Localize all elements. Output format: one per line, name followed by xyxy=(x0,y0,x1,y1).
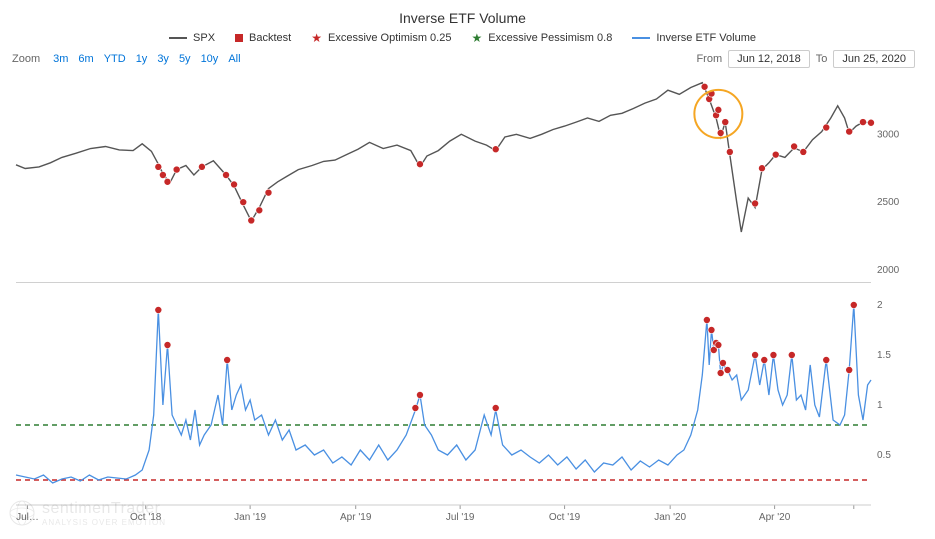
backtest-marker xyxy=(772,151,779,158)
legend-star-icon: ★ xyxy=(311,32,322,44)
from-label: From xyxy=(696,53,722,65)
backtest-marker xyxy=(758,165,765,172)
svg-text:Oct '18: Oct '18 xyxy=(130,512,162,523)
svg-text:1.5: 1.5 xyxy=(877,350,891,361)
backtest-marker xyxy=(868,119,875,126)
backtest-marker xyxy=(164,342,171,349)
backtest-marker xyxy=(791,143,798,150)
zoom-button-5y[interactable]: 5y xyxy=(174,51,196,67)
backtest-marker xyxy=(859,119,866,126)
backtest-marker xyxy=(701,83,708,90)
backtest-marker xyxy=(224,357,231,364)
zoom-label: Zoom xyxy=(12,53,40,65)
backtest-marker xyxy=(800,148,807,155)
svg-text:1: 1 xyxy=(877,400,883,411)
backtest-marker xyxy=(761,357,768,364)
legend-line-icon xyxy=(169,37,187,39)
backtest-marker xyxy=(715,342,722,349)
inv-etf-line xyxy=(16,305,871,483)
backtest-marker xyxy=(850,302,857,309)
backtest-marker xyxy=(719,360,726,367)
chart-container: Inverse ETF Volume SPX Backtest ★ Excess… xyxy=(0,0,935,539)
legend-line-icon xyxy=(632,37,650,39)
backtest-marker xyxy=(703,317,710,324)
date-from-input[interactable]: Jun 12, 2018 xyxy=(728,50,810,68)
backtest-marker xyxy=(846,128,853,135)
legend-backtest: Backtest xyxy=(235,32,291,44)
backtest-marker xyxy=(159,172,166,179)
legend-label: Excessive Pessimism 0.8 xyxy=(488,32,612,44)
zoom-button-10y[interactable]: 10y xyxy=(196,51,224,67)
zoom-button-6m[interactable]: 6m xyxy=(73,51,98,67)
svg-text:Jul '19: Jul '19 xyxy=(446,512,475,523)
svg-text:Oct '19: Oct '19 xyxy=(549,512,581,523)
legend-pessimism: ★ Excessive Pessimism 0.8 xyxy=(471,32,612,44)
legend-label: SPX xyxy=(193,32,215,44)
backtest-marker xyxy=(770,352,777,359)
backtest-marker xyxy=(492,146,499,153)
backtest-marker xyxy=(724,367,731,374)
backtest-marker xyxy=(722,119,729,126)
legend-label: Backtest xyxy=(249,32,291,44)
legend-star-icon: ★ xyxy=(471,32,482,44)
svg-text:2500: 2500 xyxy=(877,197,900,208)
zoom-button-3y[interactable]: 3y xyxy=(152,51,174,67)
backtest-marker xyxy=(240,199,247,206)
backtest-marker xyxy=(155,307,162,314)
svg-text:Apr '20: Apr '20 xyxy=(759,512,791,523)
legend-invvol: Inverse ETF Volume xyxy=(632,32,756,44)
to-label: To xyxy=(816,53,828,65)
backtest-marker xyxy=(173,166,180,173)
legend-label: Excessive Optimism 0.25 xyxy=(328,32,451,44)
legend: SPX Backtest ★ Excessive Optimism 0.25 ★… xyxy=(10,32,915,44)
zoom-button-3m[interactable]: 3m xyxy=(48,51,73,67)
backtest-marker xyxy=(265,189,272,196)
backtest-marker xyxy=(726,148,733,155)
date-to-input[interactable]: Jun 25, 2020 xyxy=(833,50,915,68)
backtest-marker xyxy=(416,392,423,399)
backtest-marker xyxy=(752,352,759,359)
backtest-marker xyxy=(717,370,724,377)
backtest-marker xyxy=(717,129,724,136)
backtest-marker xyxy=(846,367,853,374)
zoom-button-1y[interactable]: 1y xyxy=(131,51,153,67)
backtest-marker xyxy=(164,178,171,185)
svg-text:Jan '20: Jan '20 xyxy=(654,512,686,523)
backtest-marker xyxy=(823,357,830,364)
svg-text:0.5: 0.5 xyxy=(877,450,891,461)
backtest-marker xyxy=(715,106,722,113)
zoom-button-ytd[interactable]: YTD xyxy=(99,51,131,67)
svg-text:2000: 2000 xyxy=(877,265,900,276)
backtest-marker xyxy=(155,163,162,170)
legend-label: Inverse ETF Volume xyxy=(656,32,756,44)
backtest-marker xyxy=(492,405,499,412)
svg-text:3000: 3000 xyxy=(877,129,900,140)
svg-text:Jan '19: Jan '19 xyxy=(234,512,266,523)
backtest-marker xyxy=(223,172,230,179)
backtest-marker xyxy=(231,181,238,188)
backtest-marker xyxy=(416,161,423,168)
svg-text:Jul…: Jul… xyxy=(16,512,39,523)
legend-optimism: ★ Excessive Optimism 0.25 xyxy=(311,32,451,44)
controls-row: Zoom 3m6mYTD1y3y5y10yAll From Jun 12, 20… xyxy=(12,50,915,68)
backtest-marker xyxy=(412,405,419,412)
spx-line xyxy=(16,83,871,232)
backtest-marker xyxy=(198,163,205,170)
backtest-marker xyxy=(708,327,715,334)
backtest-marker xyxy=(248,217,255,224)
backtest-marker xyxy=(823,124,830,131)
svg-text:Apr '19: Apr '19 xyxy=(340,512,372,523)
backtest-marker xyxy=(788,352,795,359)
legend-spx: SPX xyxy=(169,32,215,44)
legend-square-icon xyxy=(235,34,243,42)
backtest-marker xyxy=(752,200,759,207)
backtest-marker xyxy=(256,207,263,214)
chart-title: Inverse ETF Volume xyxy=(10,10,915,26)
chart-plot-area: 2000 2500 3000 0.5 1 1.5 2 Jul… Oct '18 Jan '19 Ap… xyxy=(10,72,915,524)
svg-text:2: 2 xyxy=(877,300,883,311)
zoom-button-all[interactable]: All xyxy=(223,51,245,67)
